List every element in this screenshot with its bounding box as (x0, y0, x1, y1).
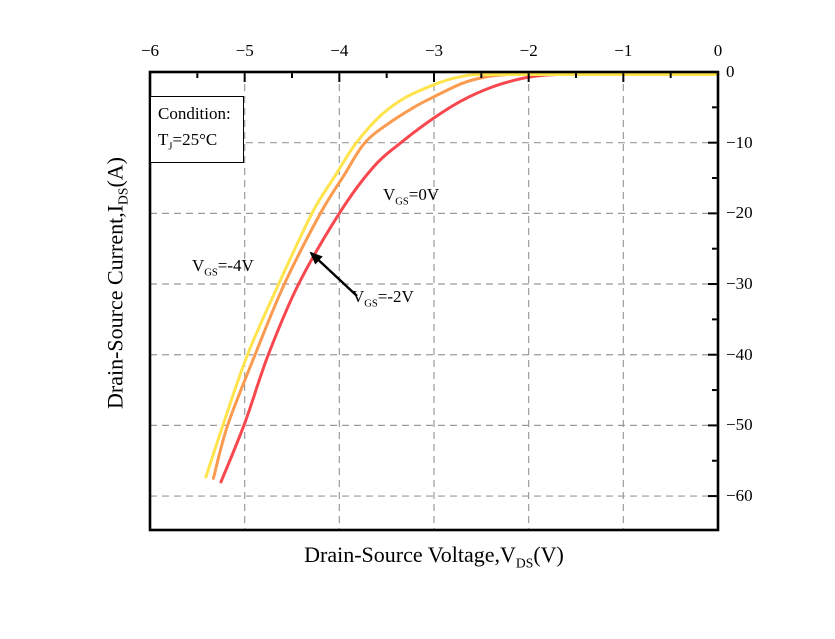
y-tick-label: 0 (726, 62, 735, 81)
plot-frame (148, 70, 720, 532)
x-tick-label: −1 (614, 41, 633, 60)
annotation-arrow (309, 251, 358, 297)
y-tick-label: −10 (726, 132, 753, 152)
y-tick-label: −40 (726, 344, 753, 364)
x-tick-label: −3 (424, 41, 444, 60)
y-tick-label: −60 (726, 486, 753, 506)
condition-title: Condition: (158, 104, 231, 123)
gridlines (150, 72, 718, 530)
curve-VGS=0V (219, 72, 720, 484)
condition-value: TJ=25°C (158, 130, 218, 153)
y-tick-label: −50 (726, 415, 753, 435)
x-tick-label: −5 (235, 41, 254, 60)
x-tick-label: −2 (519, 41, 538, 60)
x-tick-label: 0 (713, 41, 723, 60)
curve-VGS=-2V (211, 72, 720, 480)
curve-label-vgs-0v: VGS=0V (383, 185, 440, 208)
curve-label-vgs-minus4v: VGS=-4V (192, 256, 254, 279)
condition-box: Condition: TJ=25°C (150, 96, 244, 164)
x-tick-label: −4 (330, 41, 349, 60)
y-axis-title: Drain-Source Current,IDS(A) (102, 156, 131, 410)
axis-ticks (149, 71, 719, 498)
x-axis-title: Drain-Source Voltage,VDS(V) (304, 542, 564, 571)
curve-label-vgs-minus2v: VGS=-2V (352, 287, 414, 310)
y-tick-label: −20 (726, 203, 753, 223)
curve-VGS=-4V (204, 72, 720, 479)
y-tick-label: −30 (726, 274, 753, 294)
x-tick-label: −6 (140, 41, 160, 60)
